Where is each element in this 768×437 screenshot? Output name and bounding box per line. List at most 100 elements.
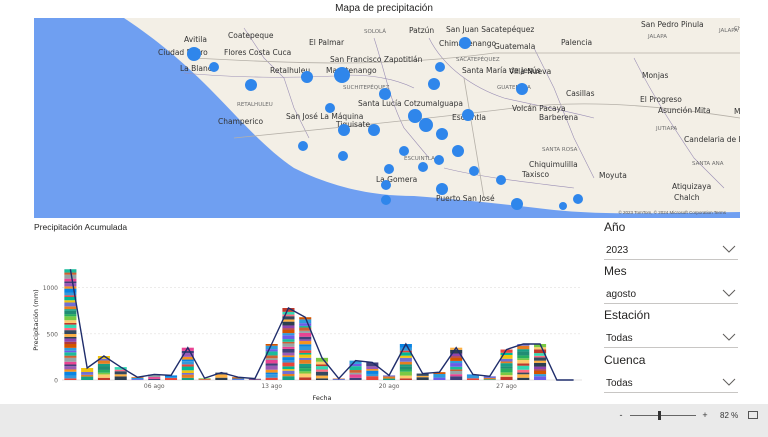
station-marker[interactable] [187,47,201,61]
station-marker[interactable] [511,198,523,210]
station-marker[interactable] [408,109,422,123]
station-marker[interactable] [384,164,394,174]
basin-dropdown[interactable]: Todas [604,374,738,393]
bar-stack[interactable] [517,344,530,380]
station-marker[interactable] [368,124,380,136]
bar-stack[interactable] [349,360,362,380]
bar-segment [265,374,278,378]
bar-segment [81,372,94,375]
map-place-label: Atiquizaya [672,182,711,191]
station-marker[interactable] [462,109,474,121]
station-marker[interactable] [516,83,528,95]
bar-segment [282,369,295,371]
bar-stack[interactable] [366,362,379,380]
bar-segment [299,371,312,374]
bar-segment [483,378,496,380]
station-marker[interactable] [428,78,440,90]
bar-stack[interactable] [450,347,463,380]
bar-segment [399,357,412,362]
station-marker[interactable] [436,183,448,195]
zoom-in-button[interactable]: + [702,410,708,420]
station-marker[interactable] [418,162,428,172]
station-marker[interactable] [419,118,433,132]
bar-stack[interactable] [265,344,278,380]
bar-segment [399,371,412,376]
bar-stack[interactable] [215,372,228,380]
bar-segment [299,359,312,364]
bar-segment [215,372,228,375]
zoom-slider-thumb[interactable] [658,410,662,420]
map-place-label: JUTIAPA [655,126,677,132]
bar-segment [534,374,547,377]
precipitation-map[interactable]: Avitila Coatepeque Ciudad Pedro Flores Cost… [34,18,740,218]
station-marker[interactable] [459,37,471,49]
bar-stack[interactable] [315,357,329,380]
bar-segment [282,343,295,347]
bar-stack[interactable] [148,374,161,380]
station-marker[interactable] [381,195,391,205]
zoom-slider[interactable] [630,410,696,420]
station-marker[interactable] [559,202,567,210]
station-marker[interactable] [399,146,409,156]
bar-stack[interactable] [399,344,412,380]
station-marker[interactable] [452,145,464,157]
station-marker[interactable] [379,88,391,100]
station-marker[interactable] [436,128,448,140]
bar-segment [299,319,312,324]
bar-segment [265,377,278,380]
bar-stack[interactable] [483,376,496,380]
station-marker[interactable] [301,71,313,83]
map-place-label: Coatepeque [228,31,274,40]
bar-stack[interactable] [500,349,513,380]
bar-stack[interactable] [416,373,429,380]
fit-to-page-icon[interactable] [748,411,758,419]
bar-segment [64,330,77,335]
bar-segment [164,377,178,379]
bar-stack[interactable] [282,308,295,380]
station-marker[interactable] [381,180,391,190]
bar-segment [114,367,127,370]
station-marker[interactable] [245,79,257,91]
station-marker[interactable] [325,103,335,113]
bar-segment [500,363,513,367]
station-dropdown[interactable]: Todas [604,329,738,348]
station-marker[interactable] [434,155,444,165]
bar-segment [181,350,194,354]
station-marker[interactable] [298,141,308,151]
bar-segment [64,361,77,365]
bar-segment [148,377,161,379]
precipitation-chart[interactable]: 0 500 1000 06 ago 13 ago 20 ago 27 ago Fecha Pre… [30,240,590,405]
bar-segment [517,351,530,356]
station-marker[interactable] [435,62,445,72]
bar-stack[interactable] [64,269,77,380]
station-marker[interactable] [209,62,219,72]
bar-segment [64,286,77,289]
bar-segment [399,347,412,351]
bar-stack[interactable] [97,356,110,380]
zoom-out-button[interactable]: - [619,410,623,420]
bar-segment [282,352,295,356]
station-marker[interactable] [573,194,583,204]
map-place-label: Patzún [409,26,434,35]
station-marker[interactable] [338,151,348,161]
station-marker[interactable] [334,67,350,83]
bar-stack[interactable] [114,367,127,380]
bar-stack[interactable] [81,368,94,380]
map-place-label: SACATEPÉQUEZ [456,55,500,63]
year-dropdown[interactable]: 2023 [604,241,738,260]
bar-stack[interactable] [181,347,194,380]
bar-stack[interactable] [534,344,547,380]
bar-segment [399,355,412,358]
bar-segment [399,361,412,365]
bar-segment [450,374,463,377]
map-place-label: San Francisco Zapotitlán [330,55,423,64]
bar-stack[interactable] [164,375,178,380]
station-marker[interactable] [469,166,479,176]
month-dropdown[interactable]: agosto [604,285,738,304]
station-marker[interactable] [496,175,506,185]
map-place-label: SOLOLÁ [364,28,386,35]
station-marker[interactable] [338,124,350,136]
bar-segment [534,376,547,380]
slicer-basin: Cuenca Todas [604,353,738,393]
bar-stack[interactable] [433,372,446,380]
